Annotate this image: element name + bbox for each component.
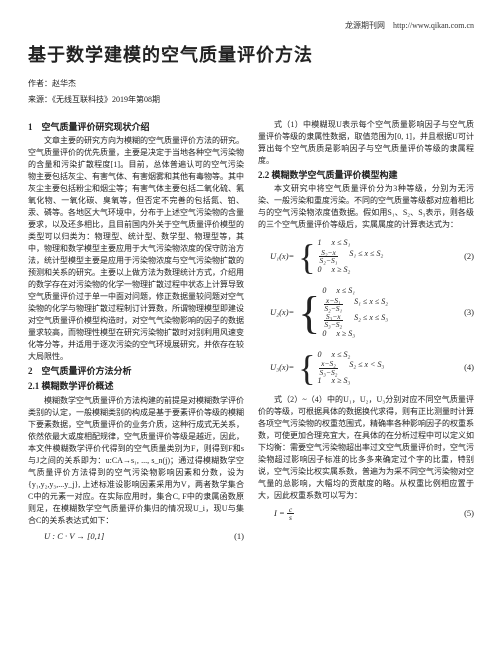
para-1: 文章主要的研究方向为模糊的空气质量评价方法的研究。空气质量评价的优先质量，主要是…	[28, 135, 244, 363]
eq1-num: (1)	[234, 531, 244, 543]
equation-5: I = cs (5)	[258, 506, 474, 522]
u1-case2-frac: S₂−xS₂−S₁	[318, 249, 340, 265]
section-21-heading: 2.1 模糊数学评价概述	[28, 380, 244, 393]
source-label: 来源：	[28, 95, 52, 104]
para-5: 式（2）~（4）中的U₁，U₂，U₃分别对应不同空气质量评价的等级，可根据具体的…	[258, 394, 474, 502]
author-label: 作者：	[28, 79, 52, 88]
equation-4: U₃(x)= { 0x ≤ S₂ x−S₂S₃−S₂S₂ ≤ x < S₃ 1x…	[258, 346, 474, 391]
page-title: 基于数学建模的空气质量评价方法	[28, 43, 474, 68]
u3-case3-cond: x ≥ S₃	[332, 376, 351, 386]
u2-case1: 0	[322, 286, 326, 296]
u3-case2-frac: x−S₂S₃−S₂	[318, 360, 340, 376]
eq1-body: U : C · V → [0,1]	[44, 531, 104, 543]
u2-case3-cond: S₂ ≤ x ≤ S₃	[354, 313, 388, 329]
eq2-num: (2)	[464, 251, 474, 263]
eq4-num: (4)	[464, 362, 474, 374]
section-2-heading: 2 空气质量评价方法分析	[28, 365, 244, 378]
u2-case3-frac: S₃−xS₃−S₂	[322, 313, 344, 329]
u2-label: U₂(x)=	[270, 307, 294, 319]
equation-3: U₂(x)= { 0x ≤ S₁ x−S₁S₂−S₁S₁ ≤ x ≤ S₂ S₃…	[258, 282, 474, 343]
u2-case1-cond: x ≤ S₁	[336, 286, 355, 296]
u2-case4-cond: x ≥ S₃	[336, 329, 355, 339]
eq3-num: (3)	[464, 307, 474, 319]
u3-label: U₃(x)=	[270, 362, 294, 374]
column-left: 1 空气质量评价研究现状介绍 文章主要的研究方向为模糊的空气质量评价方法的研究。…	[28, 119, 244, 547]
content-columns: 1 空气质量评价研究现状介绍 文章主要的研究方向为模糊的空气质量评价方法的研究。…	[28, 119, 474, 547]
author-name: 赵华杰	[52, 79, 76, 88]
source-name: 《无线互联科技》2019年第08期	[52, 95, 160, 104]
equation-2: U₁(x)= { 1x ≤ S₁ S₂−xS₂−S₁S₁ ≤ x ≤ S₂ 0x…	[258, 234, 474, 279]
u1-label: U₁(x)=	[270, 251, 294, 263]
section-22-heading: 2.2 模糊数学空气质量评价模型构建	[258, 169, 474, 182]
author-line: 作者：赵华杰	[28, 78, 474, 89]
u1-case3-cond: x ≥ S₂	[332, 265, 351, 275]
section-1-heading: 1 空气质量评价研究现状介绍	[28, 121, 244, 134]
u1-case2-cond: S₁ ≤ x ≤ S₂	[349, 249, 383, 265]
u2-case4: 0	[322, 329, 326, 339]
source-line: 来源：《无线互联科技》2019年第08期	[28, 94, 474, 105]
para-2: 模糊数学空气质量评价方法构建的前提是对模糊数学评价类别的认定，一般模糊类别的构成…	[28, 395, 244, 527]
u2-case2-cond: S₁ ≤ x ≤ S₂	[354, 297, 388, 313]
column-right: 式（1）中模糊现U表示每个空气质量影响因子与空气质量评价等级的隶属性数据，取值范…	[258, 119, 474, 547]
u2-case2-frac: x−S₁S₂−S₁	[322, 297, 344, 313]
u3-case3: 1	[318, 376, 322, 386]
header-url: 龙源期刊网 http://www.qikan.com.cn	[28, 20, 474, 31]
eq5-body: I = cs	[274, 506, 294, 522]
equation-1: U : C · V → [0,1] (1)	[28, 531, 244, 543]
para-3: 式（1）中模糊现U表示每个空气质量影响因子与空气质量评价等级的隶属性数据，取值范…	[258, 119, 474, 167]
u3-case2-cond: S₂ ≤ x < S₃	[349, 360, 384, 376]
u1-case3: 0	[318, 265, 322, 275]
para-4: 本文研究中将空气质量评价分为3种等级，分别为无污染、一般污染和重度污染。不同的空…	[258, 183, 474, 231]
eq5-num: (5)	[464, 508, 474, 520]
